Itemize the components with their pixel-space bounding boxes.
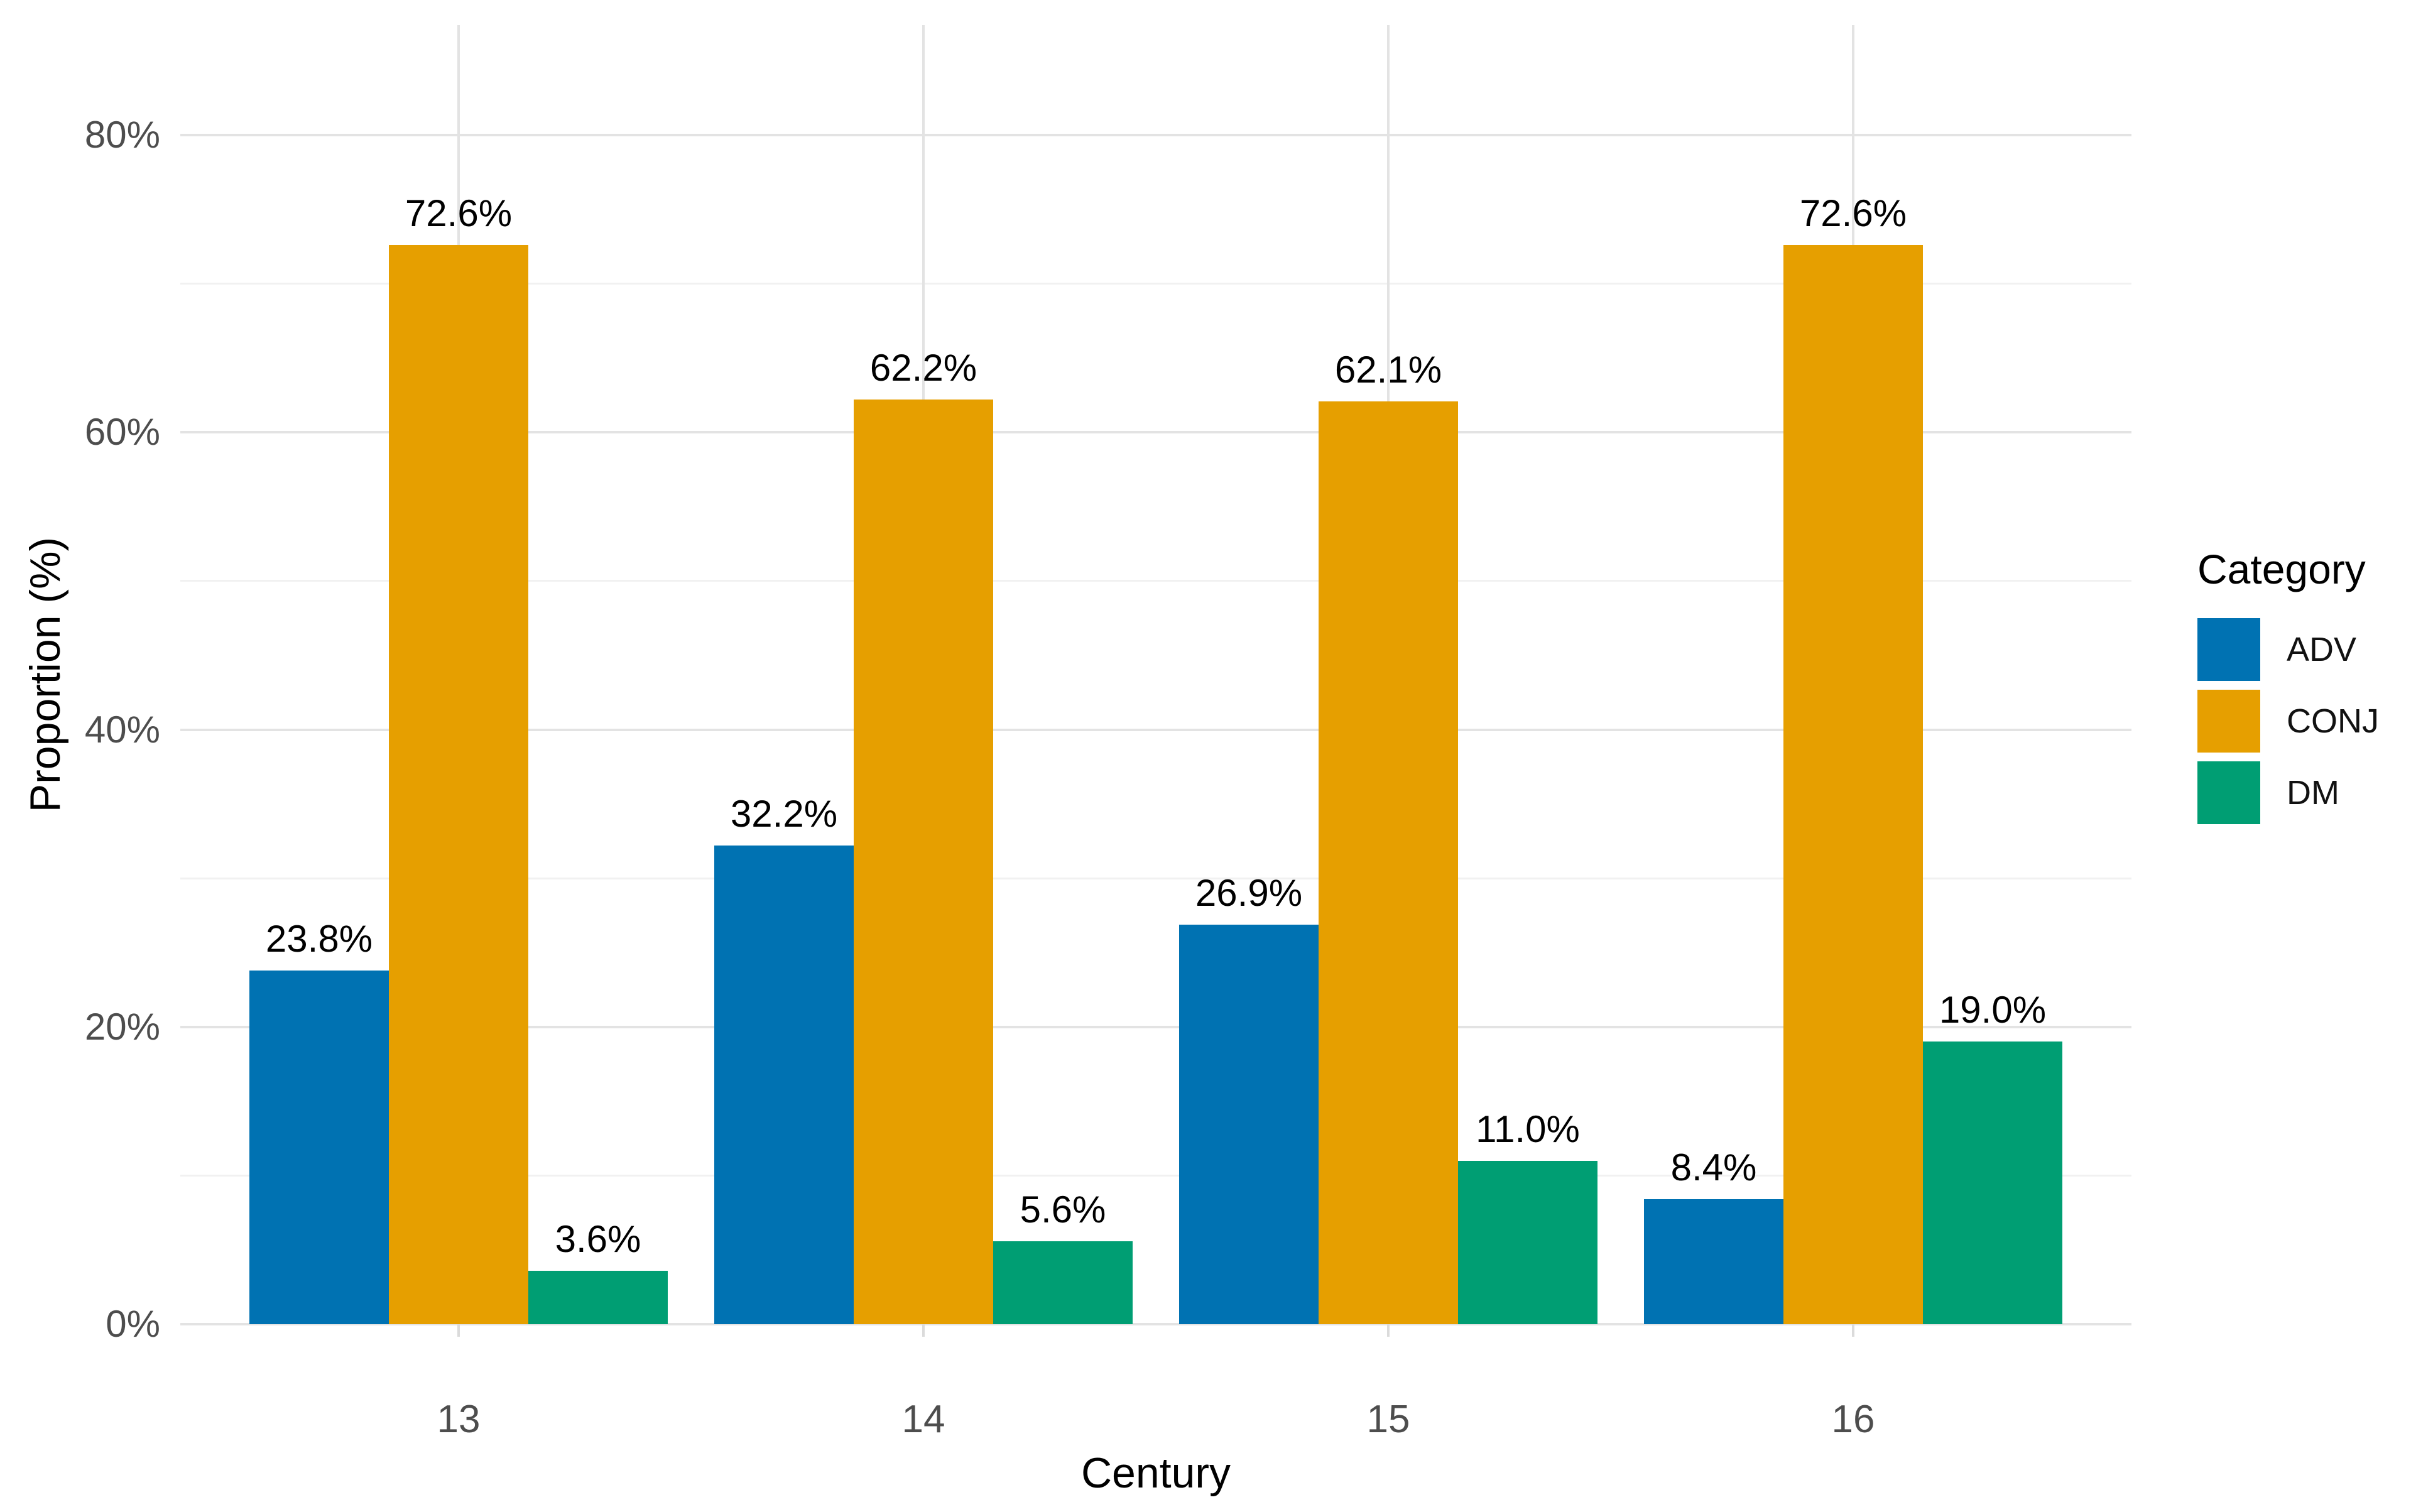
bar-value-label: 11.0% [1476, 1107, 1580, 1150]
bar-adv-14 [714, 846, 854, 1324]
legend-title: Category [2197, 546, 2366, 592]
x-axis-title: Century [1080, 1449, 1231, 1497]
y-tick-label: 0% [106, 1303, 160, 1345]
legend-label: DM [2287, 774, 2339, 812]
gridline-major-y [180, 431, 2131, 434]
x-tick-label: 13 [437, 1398, 481, 1441]
x-tick-label: 14 [901, 1398, 945, 1441]
gridline-minor-y [180, 877, 2131, 879]
y-tick-label: 80% [84, 114, 160, 156]
legend-swatch-conj [2197, 690, 2260, 753]
x-axis-tick [1387, 1324, 1390, 1337]
bar-value-label: 3.6% [555, 1217, 641, 1260]
bar-value-label: 62.2% [869, 347, 977, 389]
x-axis-tick [1852, 1324, 1854, 1337]
x-axis-tick [457, 1324, 460, 1337]
x-tick-label: 16 [1831, 1398, 1875, 1441]
gridline-major-y [180, 1323, 2131, 1325]
legend-swatch-adv [2197, 618, 2260, 681]
legend-item-conj: CONJ [2197, 690, 2379, 753]
gridline-major-y [180, 1025, 2131, 1028]
bar-dm-14 [993, 1241, 1133, 1324]
bar-value-label: 72.6% [1799, 192, 1907, 235]
legend-swatch-dm [2197, 761, 2260, 824]
bar-conj-14 [854, 400, 993, 1324]
legend-item-dm: DM [2197, 761, 2379, 824]
bar-conj-15 [1319, 401, 1458, 1324]
gridline-minor-y [180, 580, 2131, 582]
y-tick-label: 40% [84, 708, 160, 751]
y-axis-title: Proportion (%) [21, 536, 69, 813]
bar-conj-16 [1783, 245, 1923, 1324]
bar-value-label: 19.0% [1939, 989, 2047, 1031]
bar-value-label: 72.6% [405, 192, 513, 235]
legend-label: ADV [2287, 631, 2357, 668]
bar-adv-13 [249, 970, 389, 1324]
plot-panel: 23.8% 72.6% 3.6% 32.2% 62.2% 5.6% 26.9% 62.1% 11… [180, 25, 2131, 1325]
bar-value-label: 32.2% [730, 793, 838, 835]
bar-value-label: 23.8% [265, 917, 373, 960]
bar-conj-13 [389, 245, 528, 1324]
gridline-major-y [180, 728, 2131, 731]
x-axis-tick [922, 1324, 925, 1337]
bar-value-label: 62.1% [1334, 348, 1442, 391]
gridline-minor-y [180, 1174, 2131, 1177]
gridline-minor-y [180, 283, 2131, 285]
bar-dm-13 [528, 1270, 668, 1324]
legend-item-adv: ADV [2197, 618, 2379, 681]
legend-label: CONJ [2287, 702, 2379, 740]
bar-value-label: 5.6% [1020, 1188, 1106, 1231]
bar-dm-15 [1458, 1160, 1597, 1324]
bar-value-label: 8.4% [1670, 1146, 1757, 1189]
bar-adv-16 [1644, 1199, 1783, 1324]
bar-value-label: 26.9% [1195, 871, 1303, 914]
y-tick-label: 60% [84, 411, 160, 454]
y-tick-label: 20% [84, 1005, 160, 1048]
gridline-major-y [180, 134, 2131, 137]
x-tick-label: 15 [1366, 1398, 1410, 1441]
legend: Category ADV CONJ DM [2197, 545, 2379, 833]
bar-adv-15 [1179, 924, 1319, 1324]
bar-dm-16 [1923, 1042, 2062, 1324]
